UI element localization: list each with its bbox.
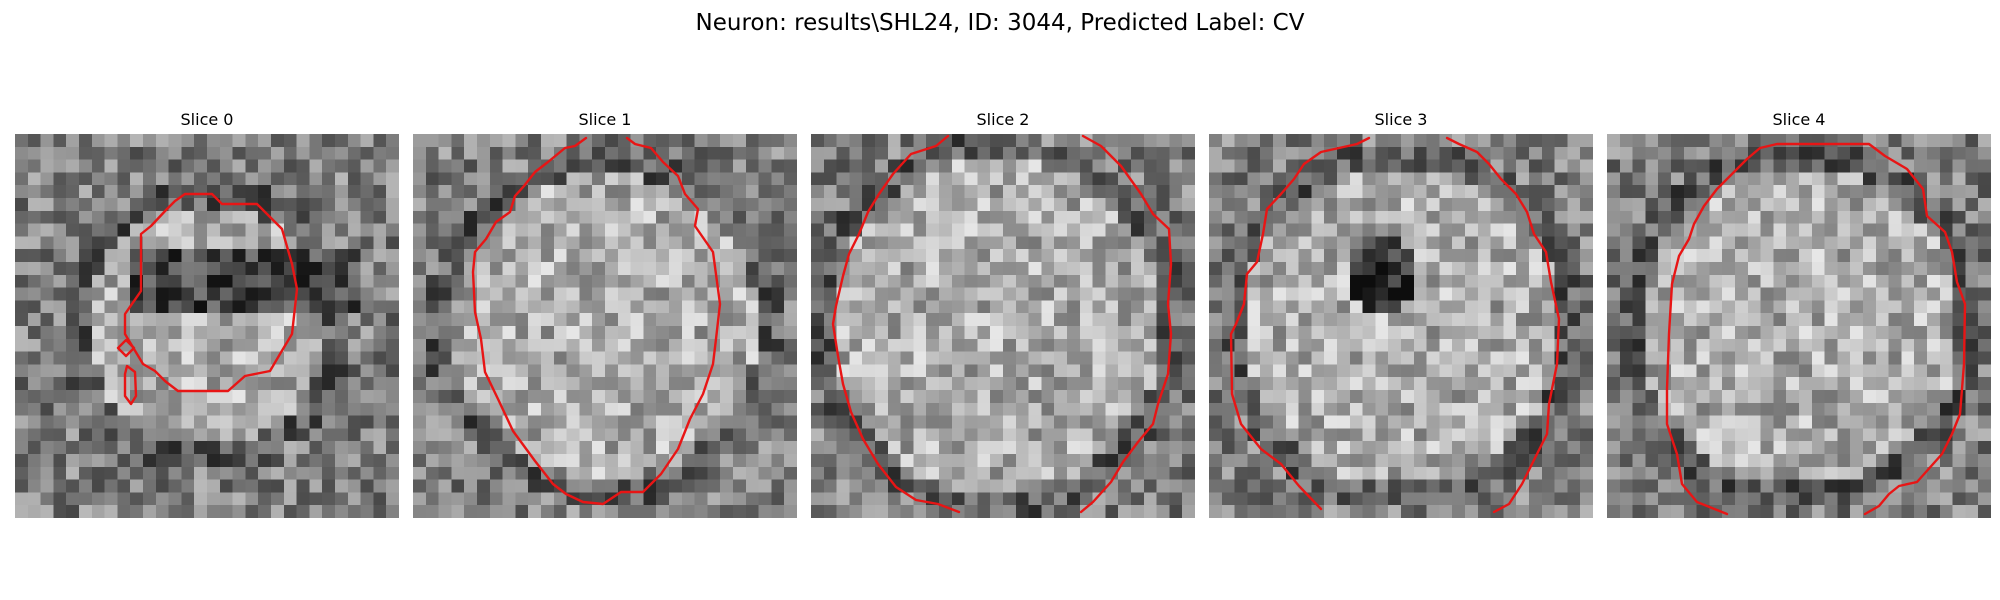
pixel-grid (1209, 134, 1593, 518)
roi-contour (471, 136, 722, 506)
slice-title: Slice 1 (578, 110, 632, 129)
slice-image-0 (15, 134, 399, 518)
slice-image-4 (1607, 134, 1991, 518)
slice-panel-0: Slice 0 (15, 110, 399, 518)
slice-title: Slice 2 (976, 110, 1030, 129)
slice-panel-4: Slice 4 (1607, 110, 1991, 518)
slice-panel-3: Slice 3 (1209, 110, 1593, 518)
slice-image-2 (811, 134, 1195, 518)
pixel-grid (1607, 134, 1991, 518)
slice-title: Slice 3 (1374, 110, 1428, 129)
figure-title: Neuron: results\SHL24, ID: 3044, Predict… (695, 10, 1305, 36)
pixel-grid (811, 134, 1195, 518)
roi-contour (831, 134, 1173, 514)
roi-contour (1665, 142, 1967, 516)
pixel-grid (413, 134, 797, 518)
pixel-grid (15, 134, 399, 518)
slice-image-1 (413, 134, 797, 518)
slice-image-3 (1209, 134, 1593, 518)
slice-panel-2: Slice 2 (811, 110, 1195, 518)
slice-panel-1: Slice 1 (413, 110, 797, 518)
roi-contour (116, 192, 299, 406)
slice-title: Slice 0 (180, 110, 234, 129)
roi-contour (1229, 136, 1561, 514)
slice-title: Slice 4 (1772, 110, 1826, 129)
